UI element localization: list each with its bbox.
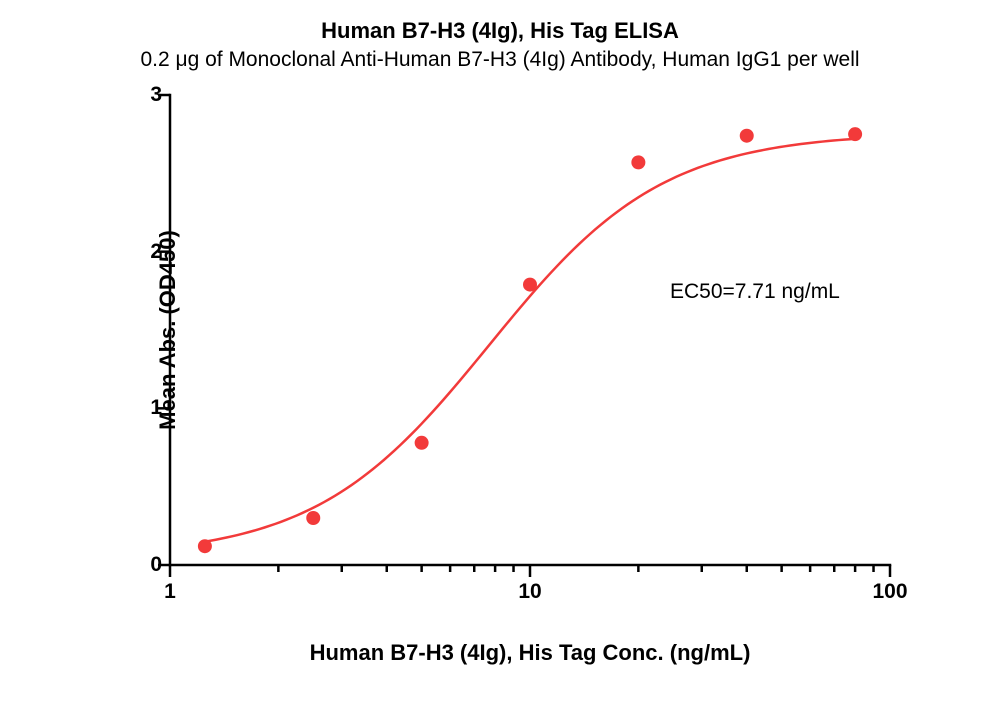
ec50-annotation: EC50=7.71 ng/mL [670, 280, 840, 304]
y-tick-label: 2 [112, 240, 162, 264]
y-tick-label: 1 [112, 396, 162, 420]
x-tick-label: 10 [518, 580, 541, 604]
x-tick-label: 100 [872, 580, 907, 604]
y-tick-label: 3 [112, 83, 162, 107]
x-tick-label: 1 [164, 580, 176, 604]
elisa-chart: Human B7-H3 (4Ig), His Tag ELISA 0.2 μg … [0, 0, 1000, 705]
y-tick-label: 0 [112, 553, 162, 577]
